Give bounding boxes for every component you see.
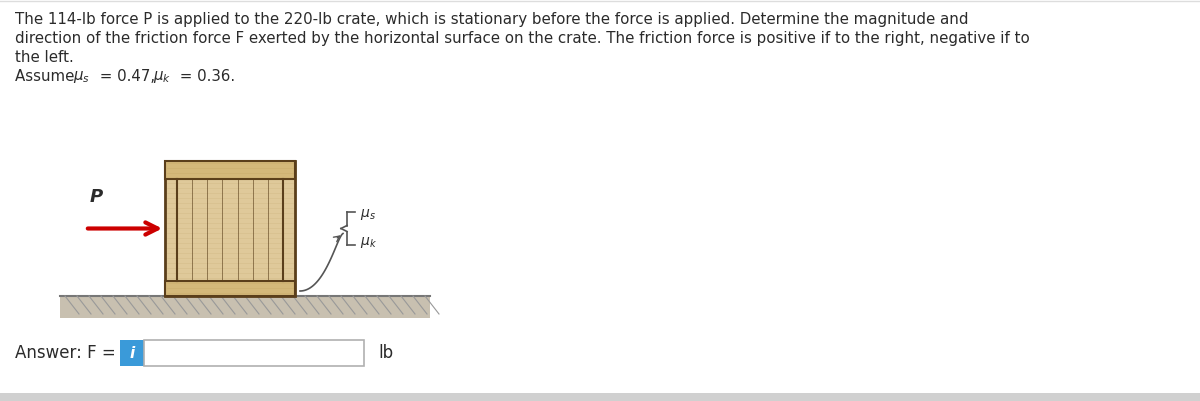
Bar [166,281,295,296]
Bar [166,161,295,179]
Bar [166,161,295,296]
Text: i: i [130,346,134,360]
Text: lb: lb [378,344,394,362]
Bar [60,296,430,318]
Text: direction of the friction force F exerted by the horizontal surface on the crate: direction of the friction force F exerte… [14,31,1030,46]
Bar [0,393,1200,401]
Text: The 114-lb force P is applied to the 220-lb crate, which is stationary before th: The 114-lb force P is applied to the 220… [14,12,968,27]
Text: = 0.36.: = 0.36. [175,69,235,84]
Text: $\mu_s$: $\mu_s$ [360,207,376,222]
Text: the left.: the left. [14,50,73,65]
Text: P: P [90,188,103,207]
Text: Assume: Assume [14,69,79,84]
Text: $\mu_s$: $\mu_s$ [73,69,90,85]
Text: $\mu_k$: $\mu_k$ [154,69,172,85]
Bar [120,340,144,366]
Text: Answer: F =: Answer: F = [14,344,121,362]
Bar [144,340,364,366]
Text: = 0.47,: = 0.47, [95,69,160,84]
Text: $\mu_k$: $\mu_k$ [360,235,377,250]
